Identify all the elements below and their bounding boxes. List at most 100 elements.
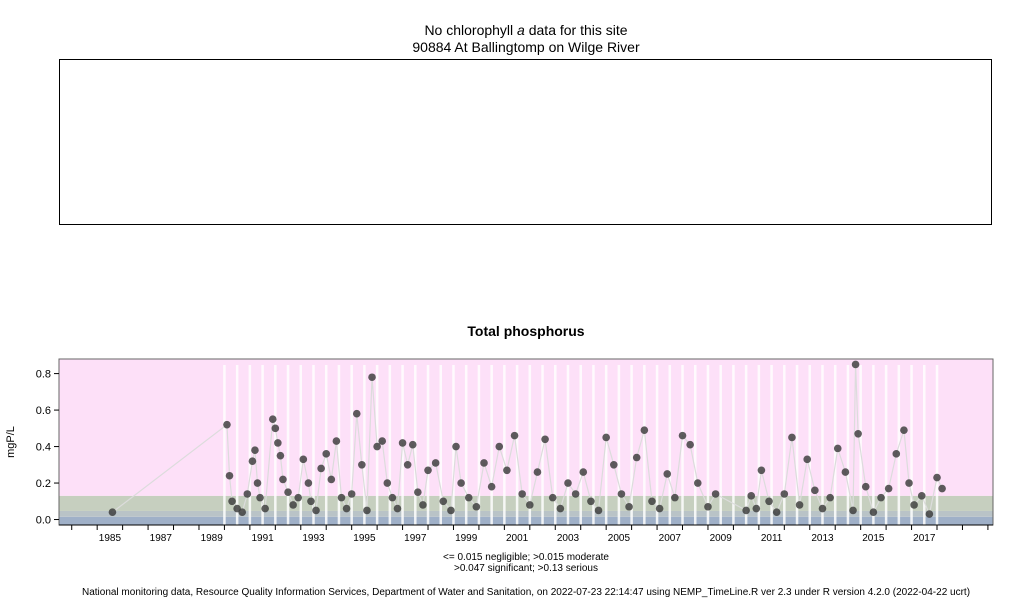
data-point [526, 501, 534, 509]
data-point [594, 506, 603, 515]
data-point [617, 490, 626, 498]
data-point [564, 479, 572, 487]
data-point [905, 479, 913, 487]
data-point [648, 497, 656, 506]
data-point [225, 471, 234, 480]
data-point [632, 453, 641, 462]
data-point [938, 484, 946, 493]
x-tick-label: 2001 [506, 533, 529, 544]
data-point [480, 459, 488, 467]
data-point [752, 504, 761, 513]
data-point [503, 466, 511, 475]
data-point [877, 493, 885, 502]
data-point [248, 457, 257, 465]
threshold-note-2: >0.047 significant; >0.13 serious [454, 563, 598, 574]
data-point [276, 451, 285, 460]
data-point [655, 504, 664, 513]
data-point [854, 429, 862, 438]
data-point [279, 475, 287, 484]
data-point [472, 502, 481, 511]
data-point [780, 490, 789, 498]
data-point [228, 497, 236, 506]
data-point [571, 490, 580, 498]
x-tick-label: 2009 [710, 533, 733, 544]
x-tick-label: 1997 [404, 533, 427, 544]
data-point [337, 493, 346, 502]
data-point [533, 468, 542, 476]
data-point [447, 506, 455, 515]
chlorophyll-no-data-title: No chlorophyll a data for this site [424, 22, 628, 38]
data-point [602, 433, 610, 442]
x-tick-label: 2007 [659, 533, 682, 544]
data-point [424, 466, 432, 475]
data-point [711, 490, 720, 498]
data-point [304, 479, 313, 487]
footer-credit: National monitoring data, Resource Quali… [81, 587, 971, 598]
data-point [347, 490, 356, 498]
data-point [884, 484, 893, 493]
data-point [663, 470, 672, 478]
data-point [510, 431, 519, 440]
data-point [610, 461, 618, 469]
data-point [373, 442, 381, 451]
data-point [693, 479, 702, 487]
data-point [419, 501, 427, 509]
x-tick-label: 1999 [455, 533, 478, 544]
data-point [579, 468, 588, 476]
data-point [818, 504, 827, 513]
data-point [243, 490, 252, 498]
data-point [251, 446, 259, 455]
total-phosphorus-chart: 0.0 0.2 0.4 0.6 0.8 1985 1987 1989 1991 1993 1995… [5, 358, 994, 544]
data-point [256, 493, 264, 502]
data-point [307, 497, 315, 506]
data-point [368, 373, 376, 382]
y-axis: 0.0 0.2 0.4 0.6 0.8 [36, 369, 59, 527]
data-point [811, 486, 819, 495]
data-point [271, 424, 280, 433]
data-point [289, 501, 297, 509]
x-tick-label: 2013 [811, 533, 834, 544]
data-point [358, 461, 366, 469]
band-serious [59, 359, 993, 496]
data-point [587, 497, 595, 506]
empty-chlorophyll-panel [59, 59, 992, 225]
data-point [393, 504, 402, 513]
data-point [414, 488, 422, 496]
data-point [439, 497, 448, 506]
data-point [925, 510, 934, 518]
y-tick-label: 0.6 [36, 405, 51, 417]
data-point [518, 490, 526, 498]
data-point [495, 442, 504, 451]
data-point [452, 442, 460, 451]
data-point [284, 488, 292, 496]
x-tick-label: 2015 [862, 533, 885, 544]
data-point [772, 508, 781, 517]
data-point [294, 493, 303, 502]
data-point [457, 479, 465, 487]
data-point [541, 435, 549, 444]
data-point [841, 468, 850, 476]
y-tick-label: 0.8 [36, 369, 51, 381]
y-tick-label: 0.0 [36, 515, 51, 527]
data-point [742, 506, 750, 515]
data-point [352, 409, 361, 418]
data-point [398, 439, 407, 447]
data-point [363, 506, 371, 515]
data-point [342, 504, 351, 513]
data-point [917, 492, 926, 500]
x-tick-label: 2017 [913, 533, 936, 544]
data-point [487, 482, 496, 491]
data-point [788, 433, 796, 442]
data-point [704, 502, 712, 511]
data-point [274, 439, 282, 447]
threshold-note-1: <= 0.015 negligible; >0.015 moderate [443, 552, 609, 563]
data-point [383, 479, 392, 487]
x-tick-label: 1989 [201, 533, 224, 544]
data-point [765, 497, 773, 506]
data-point [900, 426, 908, 434]
data-point [826, 493, 834, 502]
data-point [253, 479, 262, 487]
data-point [238, 508, 247, 517]
data-point [910, 501, 918, 509]
data-point [408, 440, 417, 449]
